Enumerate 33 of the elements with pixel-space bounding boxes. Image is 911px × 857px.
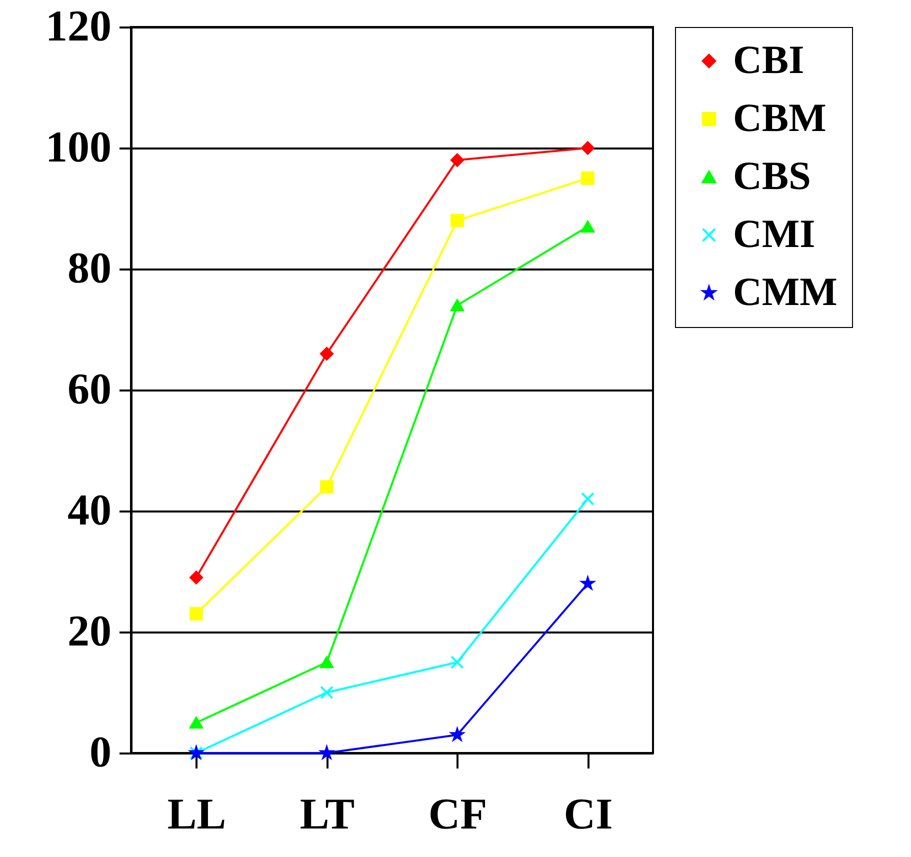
point — [450, 299, 464, 312]
point — [320, 480, 334, 494]
point — [450, 153, 464, 167]
y-tick-label: 0 — [90, 728, 112, 776]
x-tick-label: LT — [300, 790, 355, 838]
y-tick-label: 20 — [68, 606, 112, 656]
x-tick-label: CI — [564, 790, 613, 838]
point — [581, 220, 594, 233]
y-tick-label: 80 — [68, 244, 112, 292]
y-tick-label: 60 — [68, 364, 112, 414]
legend-label: CMI — [733, 211, 816, 256]
x-tick-label: CF — [428, 790, 488, 838]
point — [190, 716, 203, 729]
legend-label: CBS — [733, 153, 811, 198]
point — [581, 141, 594, 155]
point — [320, 656, 334, 668]
point — [581, 576, 594, 590]
y-tick-label: 100 — [46, 122, 112, 172]
point — [320, 686, 334, 700]
legend-label: CMM — [733, 269, 838, 314]
legend-label: CBM — [733, 95, 826, 140]
point — [190, 570, 203, 584]
point — [450, 656, 464, 669]
point — [320, 746, 334, 759]
point — [190, 607, 203, 621]
legend-label: CBI — [733, 37, 804, 82]
x-tick-label: LL — [167, 790, 226, 838]
point — [581, 492, 594, 506]
point — [450, 214, 464, 228]
y-tick-label: 120 — [46, 2, 112, 50]
point — [320, 347, 334, 360]
point — [581, 172, 594, 185]
y-tick-label: 40 — [68, 486, 112, 534]
